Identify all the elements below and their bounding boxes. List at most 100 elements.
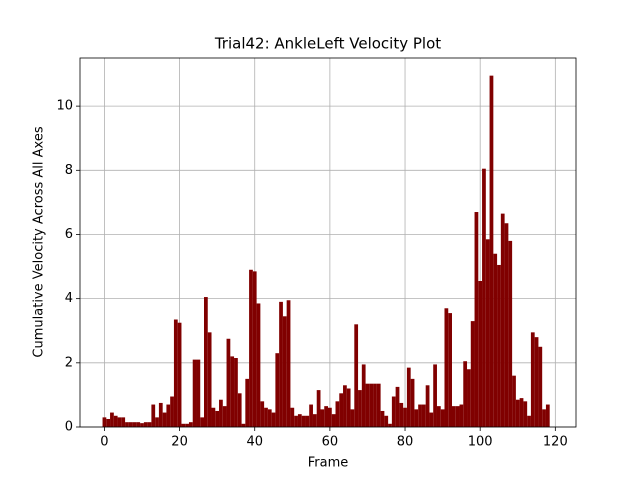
bar — [320, 409, 325, 427]
bar — [155, 417, 159, 427]
bar — [132, 422, 137, 427]
bar — [391, 396, 396, 427]
bar — [429, 412, 434, 427]
bar — [181, 423, 186, 427]
bar — [369, 383, 374, 427]
bar — [519, 398, 524, 427]
bar — [200, 417, 204, 427]
bar — [324, 406, 328, 427]
bar — [384, 415, 389, 427]
bar — [128, 422, 133, 427]
bar — [301, 415, 306, 427]
bar — [147, 422, 152, 427]
bar — [252, 271, 257, 427]
plot-frame — [79, 57, 577, 428]
bar — [305, 415, 310, 427]
chart-title: Trial42: AnkleLeft Velocity Plot — [214, 35, 441, 53]
bar — [290, 407, 295, 427]
bar — [312, 414, 317, 427]
bar — [230, 356, 235, 427]
x-tick-label: 40 — [246, 435, 263, 450]
bar — [219, 399, 223, 427]
bar — [162, 412, 167, 427]
bar — [143, 422, 148, 427]
bar — [444, 308, 449, 427]
bar — [249, 269, 253, 427]
bar — [493, 253, 498, 427]
bar — [234, 358, 238, 427]
bar — [448, 313, 452, 427]
bar — [530, 332, 535, 427]
bar — [515, 399, 520, 427]
y-tick-label: 4 — [65, 291, 73, 306]
bar — [328, 407, 332, 427]
bar — [196, 359, 201, 427]
bar — [478, 281, 483, 427]
bar — [282, 316, 287, 427]
bar — [166, 404, 171, 427]
bar — [297, 414, 302, 427]
bar — [215, 410, 220, 427]
bar — [151, 404, 156, 427]
bar — [373, 383, 377, 427]
bar — [440, 409, 445, 427]
y-tick-label: 0 — [65, 420, 73, 435]
bar — [388, 423, 392, 427]
bar — [459, 404, 464, 427]
bar — [260, 401, 265, 427]
bar — [380, 410, 385, 427]
bar — [500, 213, 505, 427]
bar — [455, 406, 460, 427]
bar — [482, 168, 486, 427]
bar — [117, 417, 122, 427]
bar — [474, 212, 479, 427]
bar — [121, 417, 126, 427]
bar — [331, 414, 336, 427]
x-axis-label: Frame — [308, 456, 349, 471]
bar — [309, 404, 313, 427]
y-tick-label: 10 — [56, 99, 73, 114]
bar — [271, 412, 276, 427]
bar — [245, 378, 250, 427]
bar — [542, 409, 546, 427]
bar — [113, 415, 118, 427]
y-axis-label: Cumulative Velocity Across All Axes — [32, 126, 47, 357]
bar — [158, 402, 163, 427]
bar — [125, 422, 129, 427]
bar — [241, 423, 246, 427]
y-tick-label: 2 — [65, 355, 73, 370]
bar — [192, 359, 197, 427]
bar — [177, 322, 182, 427]
x-tick-label: 60 — [322, 435, 339, 450]
bar — [467, 369, 471, 427]
bar — [102, 417, 107, 427]
bar — [110, 412, 114, 427]
bar — [335, 401, 340, 427]
bar — [399, 402, 404, 427]
bar — [350, 409, 355, 427]
bar — [286, 300, 291, 427]
bar — [346, 388, 351, 427]
x-tick-label: 100 — [468, 435, 493, 450]
bar — [275, 353, 280, 427]
bar — [436, 406, 441, 427]
bar — [512, 375, 516, 427]
bar — [523, 401, 528, 427]
bar — [237, 393, 242, 427]
bar — [403, 407, 407, 427]
bar — [508, 240, 513, 427]
bar — [136, 422, 141, 427]
bar — [463, 361, 468, 427]
bar — [316, 390, 321, 427]
bar — [425, 385, 430, 427]
bar — [489, 75, 494, 427]
bar — [527, 415, 531, 427]
bar — [222, 406, 227, 427]
bar — [414, 409, 419, 427]
bar — [545, 404, 550, 427]
bar — [395, 386, 400, 427]
bar — [361, 364, 366, 427]
bar — [433, 364, 437, 427]
bar — [170, 396, 174, 427]
